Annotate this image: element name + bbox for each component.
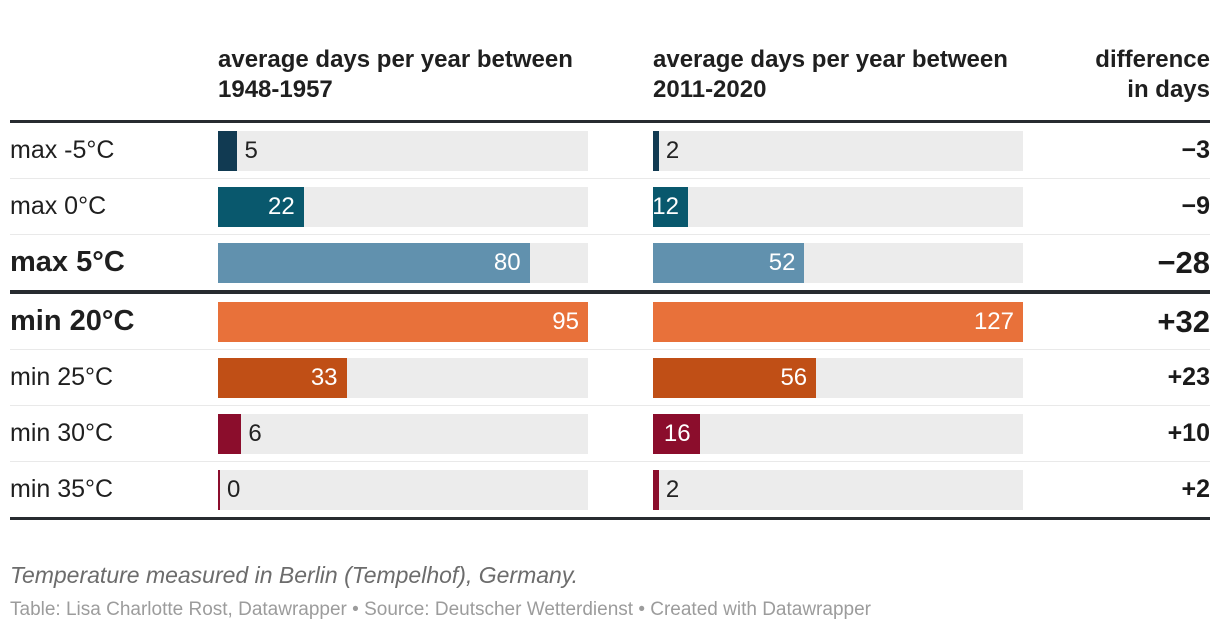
bar-fill: 12 [653, 186, 688, 227]
difference-value: +10 [1167, 419, 1210, 447]
bar-track: 80 [218, 242, 588, 283]
bar-fill [653, 130, 659, 171]
difference-value: +32 [1157, 303, 1210, 339]
bar-2011-2020: 2 [653, 130, 1023, 171]
bar-2011-2020: 12 [653, 186, 1023, 227]
bar-track: 6 [218, 413, 588, 454]
table-row: min 20°C 95 127 +32 [10, 290, 1210, 349]
bar-track: 16 [653, 413, 1023, 454]
bar-track: 56 [653, 357, 1023, 398]
bar-fill [218, 130, 238, 171]
bar-fill: 95 [218, 301, 588, 342]
row-label: min 35°C [10, 475, 114, 503]
difference-value: +2 [1181, 475, 1210, 503]
bar-2011-2020: 127 [653, 301, 1023, 342]
header-col1-line2: 1948-1957 [218, 76, 333, 103]
bar-track: 52 [653, 242, 1023, 283]
table-body: max -5°C 5 2 −3 max 0°C 22 12 −9 max 5°C 80 52 −28 m… [10, 120, 1210, 520]
difference-value: −9 [1181, 192, 1210, 220]
bar-value: 56 [780, 363, 808, 391]
bar-fill [218, 413, 242, 454]
header-col2-line2: 2011-2020 [653, 76, 767, 103]
bar-1948-1957: 0 [218, 469, 588, 510]
bar-2011-2020: 56 [653, 357, 1023, 398]
bar-2011-2020: 52 [653, 242, 1023, 283]
bar-1948-1957: 5 [218, 130, 588, 171]
bar-value: 2 [665, 475, 680, 503]
bar-track: 5 [218, 130, 588, 171]
header-col-2011-2020: average days per year between 2011-2020 [653, 45, 1023, 105]
bar-value: 80 [493, 248, 521, 276]
bar-fill: 22 [218, 186, 304, 227]
table-row: max -5°C 5 2 −3 [10, 123, 1210, 178]
table-row: min 35°C 0 2 +2 [10, 461, 1210, 517]
chart-note: Temperature measured in Berlin (Tempelho… [10, 562, 579, 588]
table-row: max 0°C 22 12 −9 [10, 178, 1210, 234]
bar-fill: 80 [218, 242, 530, 283]
column-headers: average days per year between 1948-1957 a… [10, 0, 1210, 120]
bar-1948-1957: 80 [218, 242, 588, 283]
bar-fill [653, 469, 659, 510]
bar-fill: 52 [653, 242, 805, 283]
bar-track: 12 [653, 186, 1023, 227]
bar-track: 33 [218, 357, 588, 398]
table-row: min 30°C 6 16 +10 [10, 405, 1210, 461]
header-col1-line1: average days per year between [218, 46, 573, 73]
chart-credits: Table: Lisa Charlotte Rost, Datawrapper … [10, 599, 871, 620]
bar-track: 2 [653, 469, 1023, 510]
bar-track: 95 [218, 301, 588, 342]
header-col2-line1: average days per year between [653, 46, 1008, 73]
bar-1948-1957: 95 [218, 301, 588, 342]
bar-1948-1957: 6 [218, 413, 588, 454]
bar-fill: 127 [653, 301, 1023, 342]
bar-value: 0 [227, 475, 241, 503]
difference-value: +23 [1167, 363, 1210, 391]
bar-track: 22 [218, 186, 588, 227]
bar-track: 0 [218, 469, 588, 510]
header-difference: difference in days [1023, 45, 1210, 105]
bar-value: 12 [653, 192, 679, 220]
bar-1948-1957: 33 [218, 357, 588, 398]
bar-value: 16 [663, 419, 691, 447]
row-label: max 0°C [10, 192, 107, 220]
row-label: max -5°C [10, 136, 115, 164]
bar-value: 33 [310, 363, 338, 391]
bar-2011-2020: 16 [653, 413, 1023, 454]
difference-value: −3 [1181, 136, 1210, 164]
bar-fill: 33 [218, 357, 347, 398]
bar-value: 5 [244, 136, 258, 164]
bar-value: 6 [248, 419, 262, 447]
table-row: max 5°C 80 52 −28 [10, 234, 1210, 290]
row-label: max 5°C [10, 246, 125, 278]
bar-value: 95 [552, 307, 579, 335]
bar-2011-2020: 2 [653, 469, 1023, 510]
table-row: min 25°C 33 56 +23 [10, 349, 1210, 405]
row-label: min 30°C [10, 419, 114, 447]
bar-value: 2 [665, 136, 680, 164]
bar-fill [218, 469, 220, 510]
row-label: min 20°C [10, 305, 135, 337]
header-diff-line2: in days [1127, 76, 1210, 103]
row-label: min 25°C [10, 363, 114, 391]
bar-value: 52 [768, 248, 796, 276]
bar-value: 22 [267, 192, 295, 220]
difference-value: −28 [1157, 244, 1210, 280]
bar-track: 127 [653, 301, 1023, 342]
bar-fill: 16 [653, 413, 700, 454]
bar-1948-1957: 22 [218, 186, 588, 227]
header-diff-line1: difference [1095, 46, 1210, 73]
header-col-1948-1957: average days per year between 1948-1957 [218, 45, 588, 105]
bar-fill: 56 [653, 357, 817, 398]
bar-track: 2 [653, 130, 1023, 171]
bar-value: 127 [973, 307, 1014, 335]
